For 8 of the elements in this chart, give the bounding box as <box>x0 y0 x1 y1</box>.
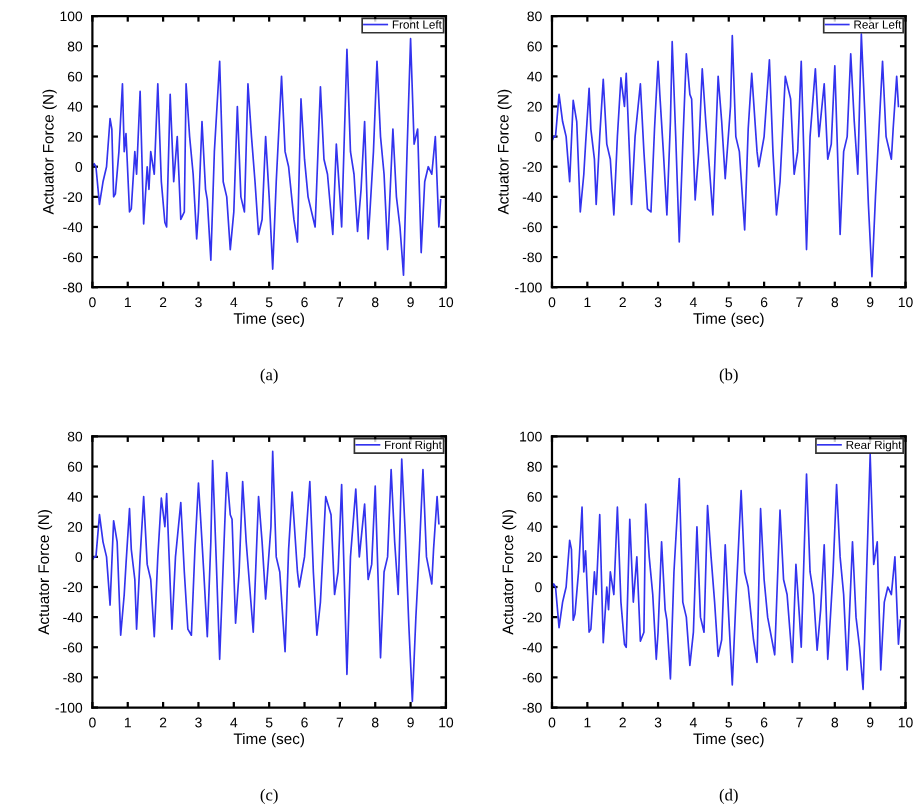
text: (a) <box>260 368 278 384</box>
text: (b) <box>719 368 738 384</box>
text: (d) <box>719 788 738 804</box>
line-series <box>551 33 900 278</box>
line-series <box>92 37 442 277</box>
line-series <box>92 450 440 703</box>
text: (c) <box>260 788 278 804</box>
line-series <box>551 453 902 691</box>
